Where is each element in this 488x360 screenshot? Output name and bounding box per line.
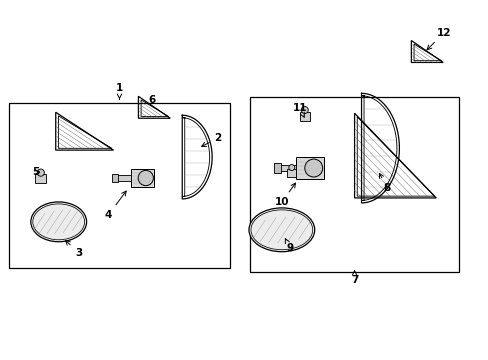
Circle shape — [304, 159, 322, 177]
Text: 1: 1 — [116, 84, 123, 99]
Circle shape — [37, 169, 44, 176]
Bar — [273, 163, 280, 173]
Text: 3: 3 — [65, 240, 82, 258]
Circle shape — [288, 165, 294, 171]
Text: 8: 8 — [379, 174, 390, 193]
Bar — [112, 174, 118, 182]
Bar — [9, 103, 229, 268]
Text: 9: 9 — [285, 239, 293, 253]
Ellipse shape — [248, 208, 314, 252]
Bar — [295, 157, 323, 179]
Text: 5: 5 — [32, 167, 40, 177]
Text: 6: 6 — [148, 95, 156, 105]
Text: 7: 7 — [350, 271, 358, 285]
Bar — [299, 112, 309, 121]
Circle shape — [301, 107, 307, 113]
Ellipse shape — [31, 202, 86, 242]
Bar — [35, 175, 46, 183]
Text: 10: 10 — [274, 183, 295, 207]
Bar — [277, 165, 295, 171]
Bar — [249, 97, 458, 272]
Text: 11: 11 — [292, 103, 306, 117]
Bar — [115, 175, 130, 181]
Bar — [130, 169, 154, 187]
Text: 4: 4 — [104, 191, 126, 220]
Text: 2: 2 — [201, 133, 221, 147]
Circle shape — [138, 170, 153, 186]
Text: 12: 12 — [426, 28, 450, 50]
Bar — [287, 169, 296, 176]
